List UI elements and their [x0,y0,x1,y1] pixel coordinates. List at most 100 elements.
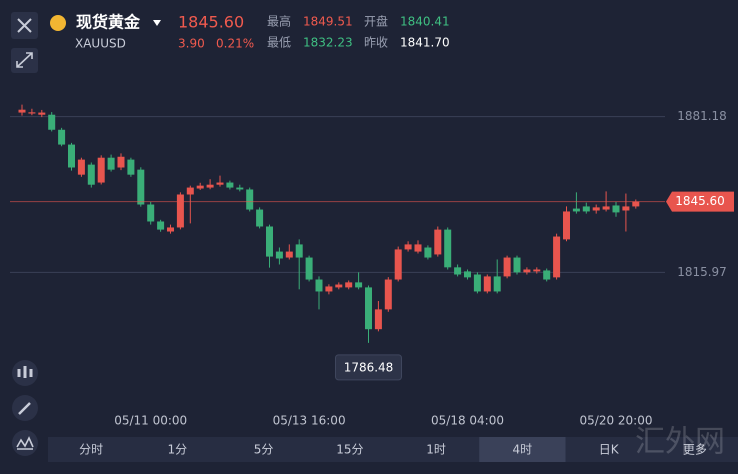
price-tag-box [666,191,734,212]
candle-body [246,189,254,210]
period-button[interactable]: 分时 [79,443,103,457]
candle-body [533,269,541,272]
x-tick-label: 05/18 04:00 [431,414,504,428]
prev-label: 昨收 [364,36,388,50]
candle-body [196,185,204,189]
candle-body [553,236,561,278]
candle-body [266,226,273,257]
prev-value: 1841.70 [400,36,450,50]
instrument-name[interactable]: 现货黄金 [76,13,141,32]
open-value: 1840.41 [400,15,450,29]
candle-body [513,257,521,273]
candle-body [365,287,372,330]
candle-body [483,276,491,292]
candle-body [186,187,194,195]
candle-body [374,309,382,330]
candle-body [137,169,145,205]
high-label: 最高 [267,14,291,29]
period-button[interactable]: 日K [599,443,620,457]
x-tick-label: 05/13 16:00 [273,414,346,428]
close-button[interactable] [11,12,38,39]
change-pct: 0.21% [216,37,254,51]
candle-body [18,109,26,113]
x-tick-label: 05/20 20:00 [580,414,653,428]
y-tick-label: 1881.18 [677,109,727,123]
candle-body [424,247,432,258]
low-annotation: 1786.48 [344,360,394,374]
watermark: 汇外网 [635,425,725,460]
candle-body [38,112,46,115]
candle-body [28,112,36,114]
candle-body [107,157,115,170]
candle-body [176,194,184,228]
candle-body [473,274,481,292]
candle-body [622,206,630,211]
candle-body [97,157,105,183]
candle-body [444,229,452,268]
candle-body [414,244,422,252]
candle-body [572,208,580,212]
period-button[interactable]: 更多 [683,443,707,457]
low-value: 1832.23 [303,36,353,50]
period-button[interactable]: 15分 [336,443,363,457]
candle-body [305,257,313,280]
dropdown-arrow[interactable] [153,20,161,26]
candle-body [325,286,333,292]
candle-body [206,184,214,188]
period-button[interactable]: 5分 [254,443,274,457]
x-tick-label: 05/11 00:00 [114,414,187,428]
open-label: 开盘 [364,14,388,29]
candle-body [503,257,511,277]
chart-type-button[interactable] [12,430,38,456]
candle-body [285,251,293,258]
candle-body [543,270,551,280]
chart-type-icon [16,436,34,450]
candle-body [335,284,343,288]
candle-body [434,229,442,255]
candle-body [236,187,244,190]
low-label: 最低 [267,36,291,50]
draw-icon [18,402,31,415]
y-tick-label: 1815.97 [677,265,727,279]
candle-body [87,164,95,185]
candle-body [167,227,174,232]
candle-body [493,276,501,292]
indicator-icon [17,366,33,378]
candle-body [315,279,323,292]
candle-body [345,282,353,288]
candle-body [632,201,640,207]
candle-body [404,244,412,250]
toolbar-bg [48,437,738,462]
candle-body [157,221,165,230]
period-button[interactable]: 1分 [168,443,188,457]
candle-body [48,114,56,130]
low-annotation-box [335,354,402,381]
candle-body [612,205,620,213]
candle-body [275,251,283,259]
gold-icon [50,15,66,31]
candle-body [77,159,85,175]
tool-buttons [12,360,38,456]
candle-body [394,249,402,280]
candle-body [454,267,462,275]
candle-body [295,244,303,258]
period-button[interactable]: 4时 [513,443,533,457]
candle-body [216,182,224,185]
candle-body [602,206,610,210]
candle-body [147,204,155,222]
price: 1845.60 [178,13,244,32]
period-active [479,437,566,462]
price-tag: 1845.60 [675,194,725,208]
candle-body [355,282,363,288]
candle-body [226,182,234,188]
candle-body [523,269,531,273]
candle-body [117,156,125,168]
symbol: XAUUSD [75,37,126,51]
period-button[interactable]: 1时 [426,443,446,457]
expand-button[interactable] [11,48,38,73]
candle-body [384,279,392,310]
candle-body [127,159,135,175]
change: 3.90 [178,37,205,51]
